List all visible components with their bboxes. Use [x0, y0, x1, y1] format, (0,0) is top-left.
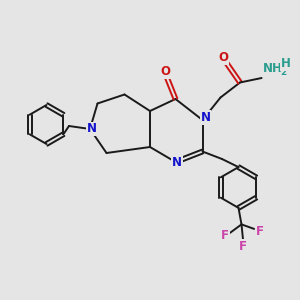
Text: N: N: [200, 111, 211, 124]
Text: NH: NH: [263, 62, 283, 75]
Text: F: F: [239, 239, 247, 253]
Text: O: O: [160, 64, 170, 78]
Text: O: O: [218, 51, 229, 64]
Text: 2: 2: [280, 68, 286, 77]
Text: N: N: [86, 122, 97, 136]
Text: F: F: [256, 225, 263, 239]
Text: F: F: [221, 229, 229, 242]
Text: H: H: [281, 57, 291, 70]
Text: N: N: [172, 155, 182, 169]
